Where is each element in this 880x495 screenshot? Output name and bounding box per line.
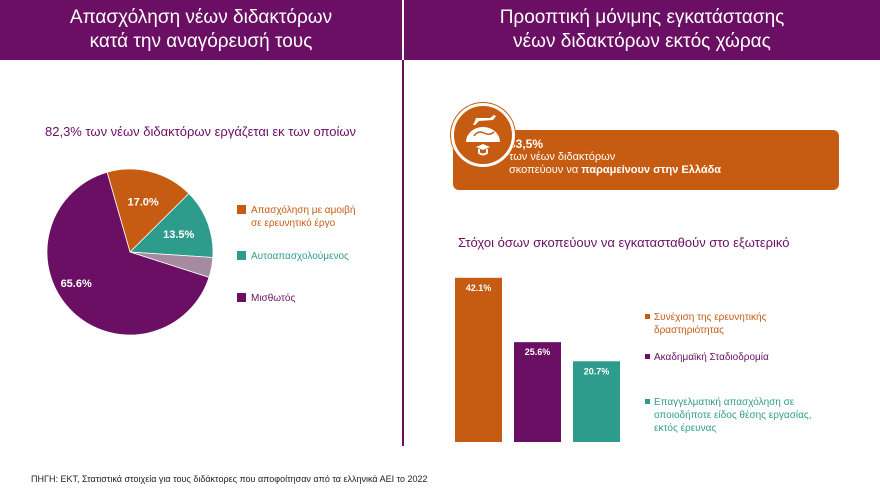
legend-label: Επαγγελματική απασχόληση σε [654, 397, 795, 408]
bar [455, 277, 502, 442]
legend-swatch [645, 314, 650, 319]
pie-legend-item-self-employed: Αυτοαπασχολούμενος [237, 250, 349, 263]
legend-label: Συνέχιση της ερευνητικής [654, 312, 767, 323]
pie-slice [106, 168, 190, 253]
bar-subtitle: Στόχοι όσων σκοπεύουν να εγκατασταθούν σ… [458, 235, 790, 250]
source-note: ΠΗΓΗ: ΕΚΤ, Στατιστικά στοιχεία για τους … [31, 474, 428, 484]
pie-slice [129, 192, 214, 258]
legend-swatch [237, 205, 246, 214]
pie-legend-item-research: Απασχόληση με αμοιβή σε ερευνητικό έργο [237, 204, 355, 230]
bar [514, 342, 561, 442]
legend-label: οποιοδήποτε είδος θέσης εργασίας, [654, 410, 812, 421]
bar-label: 42.1% [466, 283, 492, 293]
bar-legend-item-professional: Επαγγελματική απασχόληση σε οποιοδήποτε … [645, 396, 811, 435]
bar-chart: 42.1% 25.6% 20.7% [455, 277, 620, 442]
legend-swatch [237, 251, 246, 260]
pie-slice-label: 13.5% [163, 229, 194, 241]
legend-swatch [237, 293, 246, 302]
bar [573, 361, 620, 442]
legend-label: σε ερευνητικό έργο [251, 218, 336, 229]
bar-label: 25.6% [525, 347, 551, 357]
legend-swatch [645, 354, 650, 359]
bar-legend-item-academic: Ακαδημαϊκή Σταδιοδρομία [645, 351, 769, 364]
plane-globe-graduation-cap-icon [451, 103, 515, 167]
banner-text: 83,5% των νέων διδακτόρων σκοπεύουν να π… [509, 138, 721, 177]
legend-label: εκτός έρευνας [654, 423, 717, 434]
right-title-line1: Προοπτική μόνιμης εγκατάστασης [499, 7, 785, 28]
legend-label: Ακαδημαϊκή Σταδιοδρομία [654, 352, 769, 363]
pie-slice-label: 17.0% [128, 197, 159, 209]
right-panel-header: Προοπτική μόνιμης εγκατάστασης νέων διδα… [404, 0, 880, 60]
banner-line2-bold: παραμείνουν στην Ελλάδα [581, 164, 722, 176]
banner-line1: των νέων διδακτόρων [509, 151, 616, 163]
right-title-line2: νέων διδακτόρων εκτός χώρας [513, 31, 771, 52]
pie-slice-label: 65.6% [61, 278, 92, 290]
left-title-line1: Απασχόληση νέων διδακτόρων [69, 7, 333, 28]
pie-chart: 17.0% 13.5% 65.6% [46, 168, 214, 336]
banner-line2: σκοπεύουν να [509, 164, 582, 176]
stay-in-greece-banner: 83,5% των νέων διδακτόρων σκοπεύουν να π… [453, 130, 839, 190]
left-panel-header: Απασχόληση νέων διδακτόρων κατά την αναγ… [0, 0, 402, 60]
legend-label: δραστηριότητας [654, 325, 724, 336]
left-title-line2: κατά την αναγόρευσή τους [89, 31, 313, 52]
legend-label: Αυτοαπασχολούμενος [251, 251, 349, 262]
legend-label: Μισθωτός [251, 293, 296, 304]
pie-subtitle: 82,3% των νέων διδακτόρων εργάζεται εκ τ… [45, 124, 357, 139]
bar-legend-item-research: Συνέχιση της ερευνητικής δραστηριότητας [645, 311, 766, 337]
legend-label: Απασχόληση με αμοιβή [251, 205, 356, 216]
pie-legend-item-salaried: Μισθωτός [237, 292, 295, 305]
pie-slice [46, 171, 210, 336]
banner-value: 83,5% [509, 137, 544, 151]
panel-divider [402, 60, 404, 446]
legend-swatch [645, 399, 650, 404]
bar-label: 20.7% [584, 366, 610, 376]
